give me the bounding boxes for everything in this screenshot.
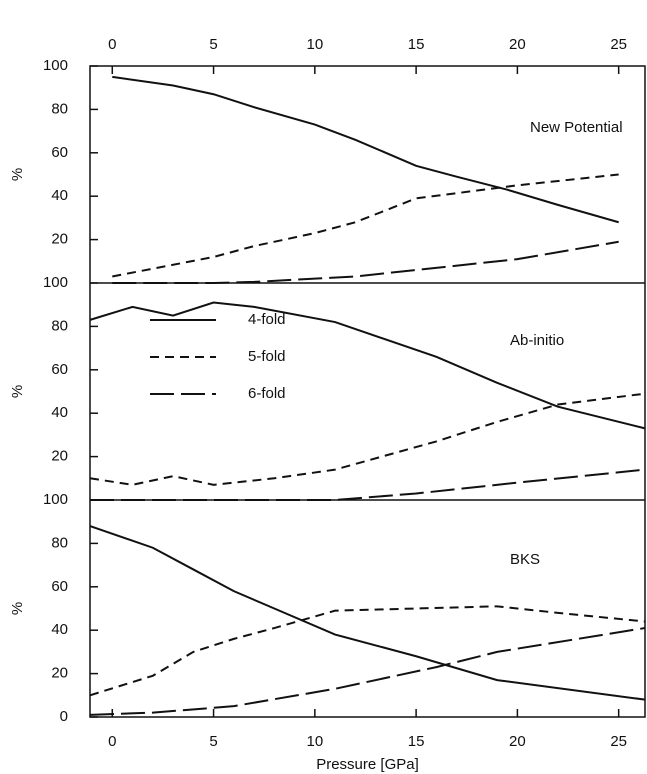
x-tick-label: 0 xyxy=(108,733,116,750)
legend-label: 5-fold xyxy=(248,348,286,365)
x-tick-label: 20 xyxy=(509,36,526,53)
y-tick-label: 40 xyxy=(51,187,68,204)
y-tick-label: 0 xyxy=(60,708,68,725)
y-tick-label: 100 xyxy=(43,57,68,74)
series-line xyxy=(112,173,619,278)
y-tick-label: 80 xyxy=(51,534,68,551)
x-axis-label: Pressure [GPa] xyxy=(316,756,419,773)
panel-annotation: BKS xyxy=(510,551,540,568)
y-tick-label: 40 xyxy=(51,621,68,638)
legend-label: 4-fold xyxy=(248,311,286,328)
series-line xyxy=(89,392,646,486)
series-line xyxy=(90,468,646,501)
y-axis-label: % xyxy=(9,385,26,398)
series-line xyxy=(112,75,619,224)
x-tick-label: 25 xyxy=(610,733,627,750)
y-tick-label: 80 xyxy=(51,317,68,334)
y-tick-label: 20 xyxy=(51,665,68,682)
series-line xyxy=(89,605,646,697)
y-tick-label: 20 xyxy=(51,231,68,248)
x-tick-label: 10 xyxy=(306,733,323,750)
panel-annotation: Ab-initio xyxy=(510,332,564,349)
y-tick-label: 100 xyxy=(43,274,68,291)
y-axis-label: % xyxy=(9,168,26,181)
plot-frame xyxy=(89,65,646,718)
x-tick-label: 15 xyxy=(408,733,425,750)
y-tick-label: 20 xyxy=(51,448,68,465)
y-tick-label: 80 xyxy=(51,100,68,117)
legend-label: 6-fold xyxy=(248,385,286,402)
y-tick-label: 60 xyxy=(51,361,68,378)
x-tick-label: 25 xyxy=(610,36,627,53)
y-tick-label: 60 xyxy=(51,144,68,161)
series-line xyxy=(89,301,646,430)
x-tick-label: 0 xyxy=(108,36,116,53)
series-line xyxy=(89,525,646,701)
panel-annotation: New Potential xyxy=(530,119,623,136)
series-line xyxy=(89,627,646,716)
x-tick-label: 10 xyxy=(306,36,323,53)
y-tick-label: 60 xyxy=(51,578,68,595)
x-tick-label: 15 xyxy=(408,36,425,53)
y-tick-label: 100 xyxy=(43,491,68,508)
x-tick-label: 20 xyxy=(509,733,526,750)
y-tick-label: 40 xyxy=(51,404,68,421)
y-axis-label: % xyxy=(9,602,26,615)
x-tick-label: 5 xyxy=(209,733,217,750)
x-tick-label: 5 xyxy=(209,36,217,53)
